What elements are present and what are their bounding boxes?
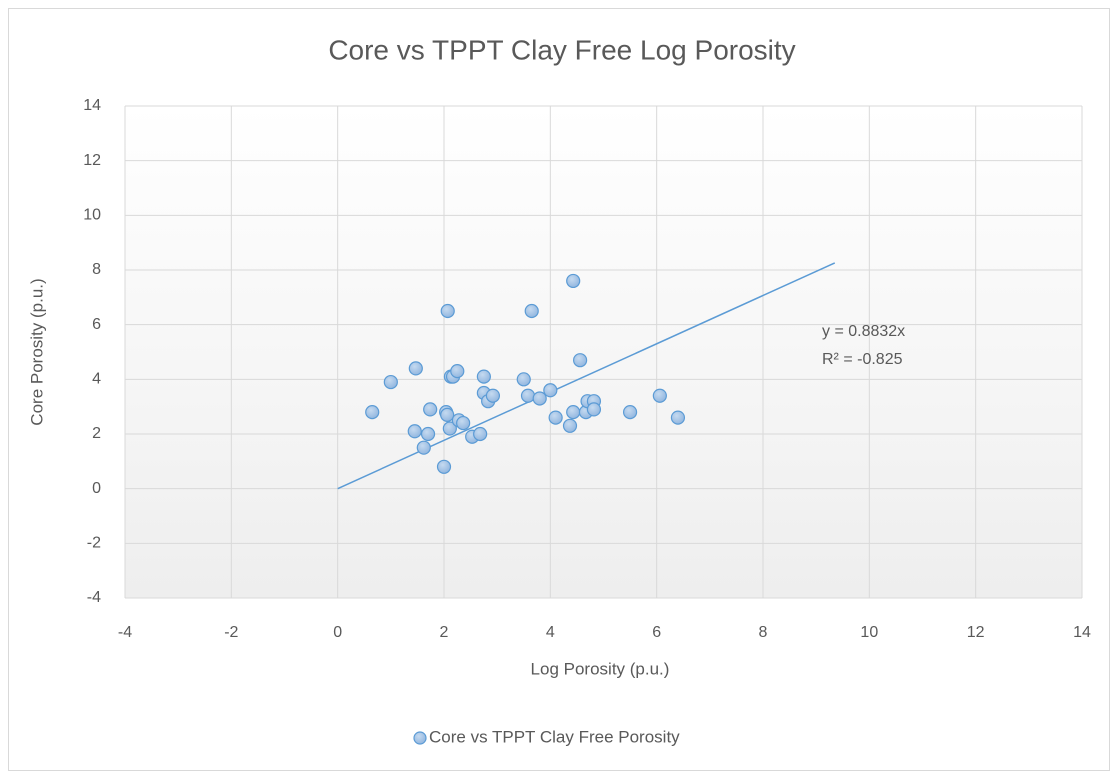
legend-marker	[413, 731, 427, 745]
point	[436, 459, 452, 474]
point	[416, 440, 431, 455]
x-tick-label: 2	[440, 624, 449, 641]
y-tick-label: 6	[92, 316, 101, 333]
y-tick-label: 10	[83, 207, 101, 224]
point	[548, 410, 563, 425]
point	[440, 407, 455, 422]
trendline-r-squared: R² = -0.825	[822, 351, 903, 368]
y-tick-label: 2	[92, 425, 101, 442]
point	[456, 415, 471, 431]
point	[408, 361, 423, 376]
point	[573, 353, 588, 368]
x-tick-label: 10	[860, 624, 878, 641]
point	[562, 418, 578, 433]
plot-area	[125, 106, 1082, 598]
point	[365, 405, 380, 420]
y-tick-label: 0	[92, 480, 101, 497]
y-tick-label: 12	[83, 152, 101, 169]
x-tick-label: -4	[118, 624, 132, 641]
x-tick-label: 12	[967, 624, 985, 641]
x-tick-label: 6	[652, 624, 661, 641]
y-tick-label: 14	[83, 97, 101, 114]
point	[485, 388, 501, 403]
x-tick-label: 4	[546, 624, 555, 641]
y-axis-title: Core Porosity (p.u.)	[27, 278, 46, 425]
point	[476, 369, 491, 384]
point	[670, 410, 686, 425]
x-tick-label: 0	[333, 624, 342, 641]
point	[440, 303, 455, 319]
x-tick-label: 8	[759, 624, 768, 641]
point	[420, 426, 436, 442]
point	[383, 374, 398, 390]
x-tick-label: -2	[224, 624, 238, 641]
point	[423, 402, 438, 417]
point	[407, 424, 422, 439]
point	[543, 383, 558, 398]
y-tick-label: -4	[87, 589, 101, 606]
point	[450, 364, 465, 379]
trendline-equation: y = 0.8832x	[822, 323, 905, 340]
chart-title: Core vs TPPT Clay Free Log Porosity	[328, 34, 795, 65]
x-tick-label: 14	[1073, 624, 1091, 641]
x-axis-title: Log Porosity (p.u.)	[531, 659, 670, 678]
y-tick-label: -2	[87, 535, 101, 552]
point	[473, 426, 488, 442]
point	[566, 405, 581, 420]
point	[520, 388, 536, 403]
point	[586, 402, 602, 417]
point	[524, 303, 539, 319]
y-tick-label: 4	[92, 371, 101, 388]
point	[516, 372, 531, 387]
point	[566, 273, 581, 289]
legend-label: Core vs TPPT Clay Free Porosity	[429, 727, 680, 746]
point	[622, 405, 638, 420]
y-tick-label: 8	[92, 261, 101, 278]
point	[532, 391, 547, 406]
point	[652, 388, 667, 403]
point	[442, 421, 457, 436]
